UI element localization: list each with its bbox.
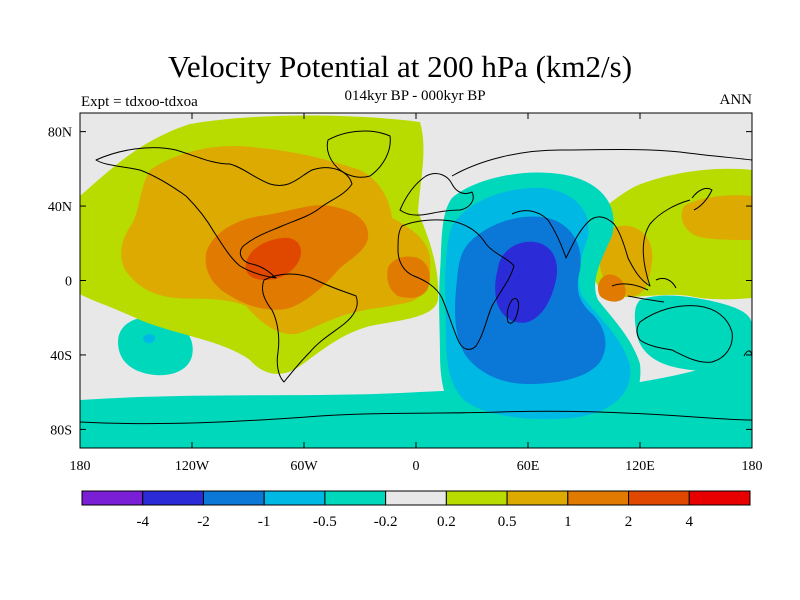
- lon-tick-label: 120E: [625, 459, 655, 474]
- contour-south-pacific-neg-core: [143, 334, 156, 344]
- coastlines: [80, 130, 752, 425]
- map-title: Velocity Potential at 200 hPa (km2/s): [167, 49, 633, 84]
- colorbar-label: 4: [686, 514, 694, 530]
- colorbar-swatch: [385, 490, 447, 506]
- coastline-greenland: [326, 130, 391, 178]
- colorbar-swatch: [202, 490, 265, 506]
- coastline-europe: [399, 173, 474, 216]
- coastline-africa: [397, 219, 515, 350]
- lon-tick-label: 0: [413, 459, 420, 474]
- coastline-maritime-continent: [611, 277, 677, 303]
- contour-americas-pos-max: [245, 237, 302, 280]
- lon-tick-label: 120W: [175, 459, 210, 474]
- coastline-antarctica: [80, 410, 752, 425]
- lon-tick-label: 180: [742, 459, 763, 474]
- colorbar-label: -0.2: [374, 514, 398, 530]
- season-label: ANN: [719, 92, 753, 108]
- colorbar-label: 2: [625, 514, 633, 530]
- colorbar-label: -4: [136, 514, 149, 530]
- coastline-japan: [691, 187, 713, 211]
- colorbar-swatch: [263, 490, 326, 506]
- longitude-axis: 180 120W 60W 0 60E 120E 180: [70, 113, 763, 474]
- colorbar-swatch: [445, 490, 508, 506]
- contour-west-pacific-neg: [634, 295, 752, 371]
- lat-tick-label: 0: [65, 275, 72, 290]
- colorbar-label: 0.5: [498, 514, 517, 530]
- colorbar: -4 -2 -1 -0.5 -0.2 0.2 0.5 1 2 4: [81, 490, 751, 530]
- colorbar-label: -2: [197, 514, 210, 530]
- contour-west-pacific-pos-strong: [598, 274, 626, 302]
- colorbar-swatch: [628, 490, 690, 506]
- lat-tick-label: 80S: [50, 423, 72, 438]
- colorbar-swatch: [324, 490, 387, 506]
- colorbar-label: -1: [258, 514, 271, 530]
- colorbar-swatch: [688, 490, 751, 506]
- coastline-australia: [636, 305, 733, 363]
- coastline-north-america: [95, 147, 353, 279]
- coastline-asia: [451, 149, 752, 287]
- contour-field: [80, 113, 752, 448]
- colorbar-label: 1: [564, 514, 572, 530]
- contour-south-pacific-neg: [118, 317, 193, 376]
- lon-tick-label: 180: [70, 459, 91, 474]
- experiment-label: Expt = tdxoo-tdxoa: [81, 94, 198, 110]
- coastline-madagascar: [506, 297, 519, 324]
- colorbar-swatch: [81, 490, 144, 506]
- lat-tick-label: 40N: [48, 200, 72, 215]
- lon-tick-label: 60W: [290, 459, 318, 474]
- lat-tick-label: 80N: [48, 126, 72, 141]
- colorbar-label: -0.5: [313, 514, 337, 530]
- colorbar-swatch: [506, 490, 569, 506]
- contour-atlantic-pos-strong: [387, 256, 430, 298]
- colorbar-swatch: [567, 490, 630, 506]
- lon-tick-label: 60E: [517, 459, 540, 474]
- colorbar-label: 0.2: [437, 514, 456, 530]
- latitude-axis: 80N 40N 0 40S 80S: [48, 126, 752, 438]
- map-subtitle: 014kyr BP - 000kyr BP: [344, 88, 486, 104]
- colorbar-swatch: [142, 490, 204, 506]
- lat-tick-label: 40S: [50, 349, 72, 364]
- coastline-south-america: [261, 273, 358, 383]
